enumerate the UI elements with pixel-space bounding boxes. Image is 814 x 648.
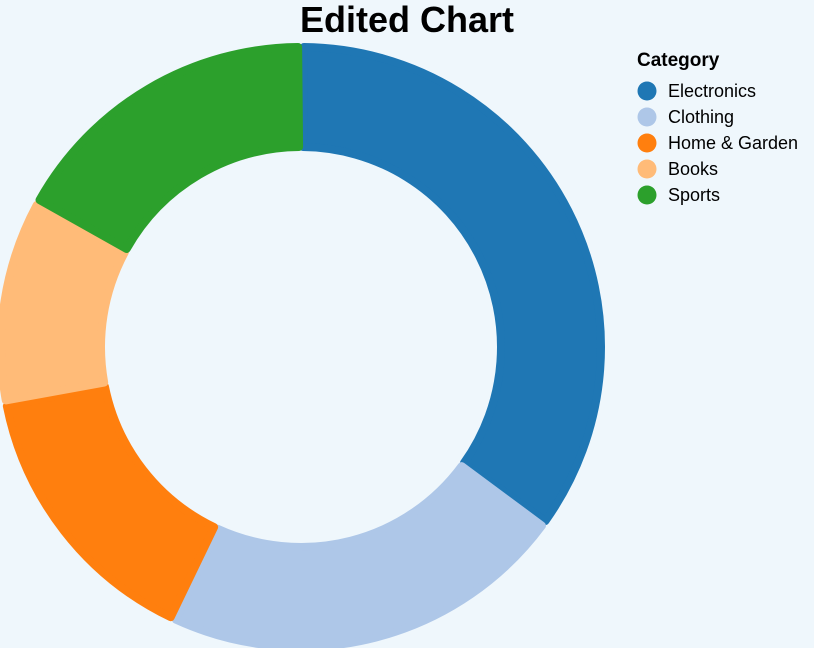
legend-item-home-garden: Home & Garden (637, 133, 798, 153)
legend-title: Category (637, 50, 720, 71)
legend-item-clothing: Clothing (637, 107, 734, 127)
legend-label-sports: Sports (668, 185, 720, 205)
legend: Category Electronics Clothing Home & Garde… (637, 50, 798, 205)
legend-items: Electronics Clothing Home & Garden Books Spo… (637, 81, 798, 205)
legend-item-books: Books (637, 159, 718, 179)
legend-swatch-clothing (637, 107, 657, 127)
legend-label-electronics: Electronics (668, 81, 756, 101)
legend-label-clothing: Clothing (668, 107, 734, 127)
donut-slices (0, 43, 605, 648)
slice-clothing (171, 462, 547, 648)
slice-sports (35, 43, 304, 253)
legend-label-books: Books (668, 159, 718, 179)
slice-books (0, 201, 129, 405)
legend-label-home-garden: Home & Garden (668, 133, 798, 153)
slice-home-garden (2, 382, 219, 622)
legend-swatch-home-garden (637, 133, 657, 153)
legend-swatch-electronics (637, 81, 657, 101)
slice-electronics (298, 43, 605, 525)
legend-swatch-sports (637, 185, 657, 205)
legend-swatch-books (637, 159, 657, 179)
legend-item-sports: Sports (637, 185, 720, 205)
legend-item-electronics: Electronics (637, 81, 756, 101)
chart-title: Edited Chart (300, 0, 514, 40)
